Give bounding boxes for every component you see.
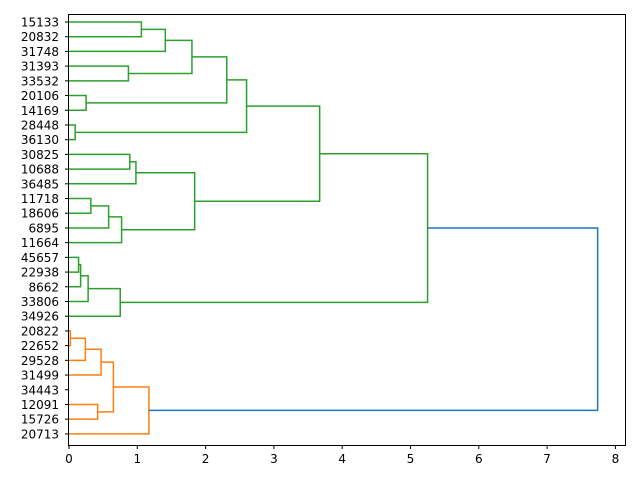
leaf-label: 31499 xyxy=(21,369,59,383)
leaf-label: 33806 xyxy=(21,295,59,309)
leaf-label: 14169 xyxy=(21,104,59,118)
dendrogram-link xyxy=(69,287,121,317)
dendrogram-link xyxy=(69,403,99,420)
leaf-label: 11718 xyxy=(21,192,59,206)
axes xyxy=(68,14,626,446)
dendrogram-link xyxy=(69,337,87,362)
leaf-label: 20713 xyxy=(21,427,59,441)
x-tick-label: 2 xyxy=(202,452,210,466)
leaf-label: 28448 xyxy=(21,118,59,132)
x-axis-ticks: 0 1 2 3 4 5 6 7 8 xyxy=(65,445,619,466)
x-tick-label: 8 xyxy=(612,452,620,466)
dendrogram-link xyxy=(69,274,89,303)
leaf-label: 22652 xyxy=(21,339,59,353)
leaf-label: 15133 xyxy=(21,16,59,30)
dendrogram-link xyxy=(128,39,193,75)
leaf-label: 36130 xyxy=(21,133,59,147)
dendrogram-link xyxy=(75,79,248,134)
dendrogram-links xyxy=(69,21,599,435)
dendrogram-link xyxy=(69,256,80,273)
plot-frame xyxy=(68,14,626,446)
x-tick-label: 1 xyxy=(133,452,141,466)
dendrogram-link xyxy=(69,216,123,244)
dendrogram-link xyxy=(69,153,131,170)
x-tick-label: 4 xyxy=(338,452,346,466)
leaf-label: 34926 xyxy=(21,310,59,324)
dendrogram-link xyxy=(86,56,228,104)
dendrogram-link xyxy=(69,386,150,435)
dendrogram-link xyxy=(121,172,196,231)
dendrogram-link xyxy=(69,205,110,229)
dendrogram-link xyxy=(69,21,143,38)
leaf-label: 30825 xyxy=(21,148,59,162)
leaf-label: 8662 xyxy=(28,280,59,294)
dendrogram-link xyxy=(97,361,115,413)
dendrogram-link xyxy=(69,28,167,53)
leaf-labels: 1513320832317483139333532201061416928448… xyxy=(21,16,69,441)
x-tick-label: 6 xyxy=(475,452,483,466)
leaf-label: 20832 xyxy=(21,30,59,44)
dendrogram-link xyxy=(69,124,76,141)
leaf-label: 31748 xyxy=(21,45,59,59)
dendrogram-link xyxy=(69,94,87,112)
leaf-label: 6895 xyxy=(28,221,59,235)
leaf-label: 15726 xyxy=(21,413,59,427)
leaf-label: 34443 xyxy=(21,383,59,397)
leaf-label: 20106 xyxy=(21,89,59,103)
leaf-label: 11664 xyxy=(21,236,59,250)
dendrogram-link xyxy=(69,197,92,214)
dendrogram-link xyxy=(69,330,72,347)
leaf-label: 12091 xyxy=(21,398,59,412)
leaf-label: 36485 xyxy=(21,177,59,191)
x-tick-label: 0 xyxy=(65,452,73,466)
dendrogram-link xyxy=(148,227,599,412)
leaf-label: 45657 xyxy=(21,251,59,265)
leaf-label: 22938 xyxy=(21,266,59,280)
dendrogram-link xyxy=(69,160,137,185)
leaf-label: 29528 xyxy=(21,354,59,368)
leaf-label: 31393 xyxy=(21,60,59,74)
leaf-label: 33532 xyxy=(21,74,59,88)
leaf-label: 10688 xyxy=(21,163,59,177)
x-tick-label: 5 xyxy=(407,452,415,466)
dendrogram-link xyxy=(69,65,130,82)
dendrogram-link xyxy=(120,152,429,304)
dendrogram-link xyxy=(194,105,321,203)
leaf-label: 18606 xyxy=(21,207,59,221)
leaf-label: 20822 xyxy=(21,324,59,338)
x-tick-label: 7 xyxy=(543,452,551,466)
x-tick-label: 3 xyxy=(270,452,278,466)
